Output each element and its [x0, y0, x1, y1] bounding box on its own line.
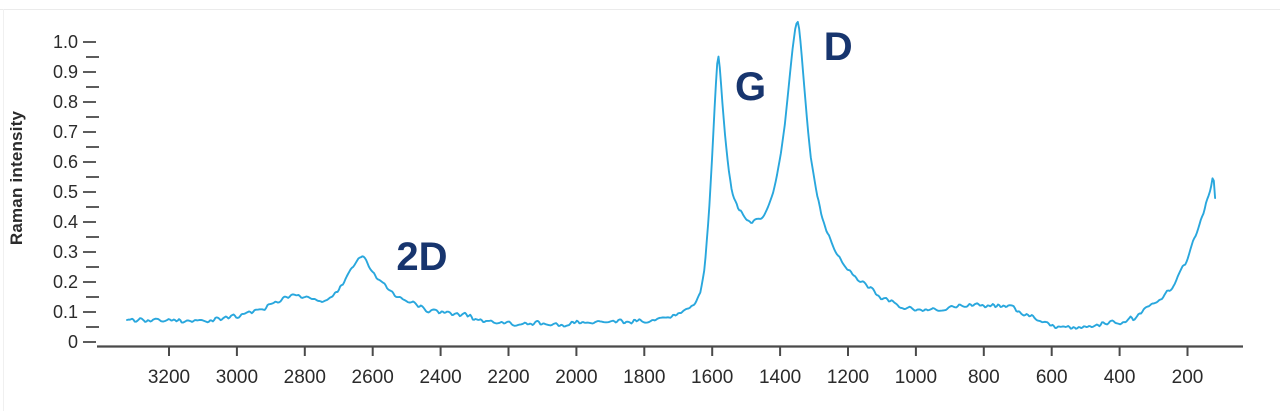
x-axis-tick-label: 1800	[623, 367, 665, 388]
x-axis-tick-label: 1200	[827, 367, 869, 388]
y-axis-tick-label: 0.3	[53, 242, 78, 262]
x-axis-tick-label: 2600	[352, 367, 394, 388]
frame-border-left	[3, 9, 4, 411]
y-axis-tick-label: 0.5	[53, 182, 78, 202]
y-axis-tick-label: 0.2	[53, 272, 78, 292]
x-axis-tick-label: 600	[1036, 367, 1068, 388]
x-axis-tick-label: 2400	[419, 367, 461, 388]
x-axis-tick-label: 1400	[759, 367, 801, 388]
x-axis-tick-label: 1600	[691, 367, 733, 388]
peak-label-d: D	[824, 25, 853, 69]
spectrum-line	[126, 20, 1217, 330]
y-axis-tick-label: 0.9	[53, 62, 78, 82]
y-axis-tick-label: 0.7	[53, 122, 78, 142]
y-axis-tick-label: 0.4	[53, 212, 78, 232]
x-axis-tick-label: 3000	[216, 367, 258, 388]
x-axis-tick-label: 200	[1172, 367, 1204, 388]
frame-border-top	[0, 9, 1280, 10]
x-axis-tick-label: 3200	[148, 367, 190, 388]
x-axis-tick-label: 1000	[895, 367, 937, 388]
y-axis-tick-label: 1.0	[53, 32, 78, 52]
y-axis-tick-label: 0.8	[53, 92, 78, 112]
peak-label-2d: 2D	[396, 235, 447, 279]
x-axis-tick-label: 400	[1104, 367, 1136, 388]
peak-label-g: G	[735, 65, 766, 109]
x-axis-tick-label: 2800	[284, 367, 326, 388]
x-axis-tick-label: 2200	[487, 367, 529, 388]
x-axis-tick-label: 2000	[555, 367, 597, 388]
y-axis-tick-label: 0	[68, 332, 78, 352]
x-axis-tick-label: 800	[968, 367, 1000, 388]
y-axis-tick-label: 0.6	[53, 152, 78, 172]
y-axis-tick-label: 0.1	[53, 302, 78, 322]
